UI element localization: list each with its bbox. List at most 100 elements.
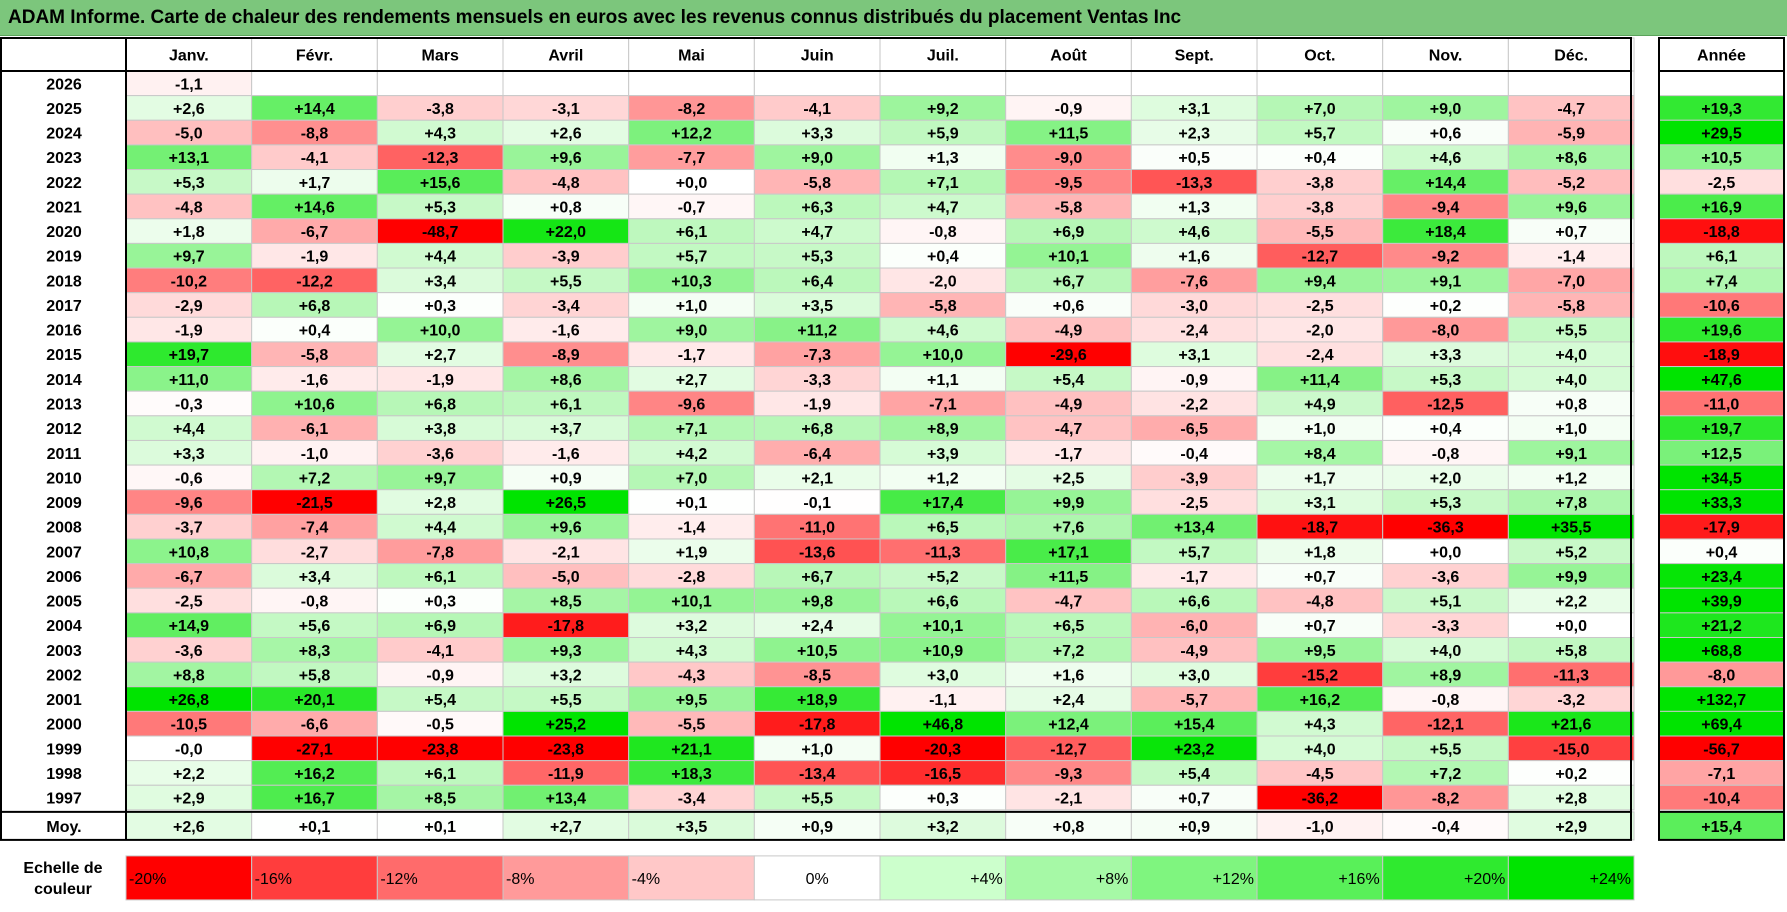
row-year-label: 2026 xyxy=(46,76,82,93)
heatmap-cell xyxy=(1256,710,1384,737)
cell-value: +0,8 xyxy=(1555,397,1587,414)
cell-value: +0,3 xyxy=(424,298,456,315)
cell-value: +6,9 xyxy=(424,618,456,635)
heatmap-cell xyxy=(125,242,253,269)
heatmap-cell xyxy=(879,119,1007,146)
cell-value: -10,5 xyxy=(171,717,208,734)
cell-value: +25,2 xyxy=(546,717,587,734)
color-scale-label: couleur xyxy=(34,881,92,898)
heatmap-cell xyxy=(1507,119,1635,146)
cell-value: +23,2 xyxy=(1174,741,1215,758)
row-year-label: 2009 xyxy=(46,495,82,512)
cell-value: +3,0 xyxy=(927,667,959,684)
cell-value: +6,6 xyxy=(1178,594,1210,611)
heatmap-cell xyxy=(753,267,881,294)
average-cell xyxy=(125,811,253,841)
cell-value: +3,0 xyxy=(1178,667,1210,684)
cell-value: -8,2 xyxy=(678,101,706,118)
cell-value: -1,7 xyxy=(1180,569,1208,586)
cell-value: +11,0 xyxy=(169,372,209,389)
heatmap-cell xyxy=(1256,169,1384,195)
row-year-label: 2022 xyxy=(46,175,82,192)
heatmap-cell xyxy=(251,267,378,294)
heatmap-cell xyxy=(1130,538,1258,565)
heatmap-cell xyxy=(879,439,1007,466)
annual-value: -7,1 xyxy=(1708,766,1736,783)
heatmap-cell xyxy=(879,563,1007,589)
cell-value: -5,8 xyxy=(803,175,831,192)
average-cell xyxy=(1005,811,1132,841)
cell-value: +1,0 xyxy=(676,298,708,315)
heatmap-cell xyxy=(1507,563,1635,589)
annual-value: -17,9 xyxy=(1703,520,1740,537)
cell-value: +5,4 xyxy=(1053,372,1085,389)
heatmap-cell xyxy=(376,95,504,121)
cell-value: +5,8 xyxy=(299,667,331,684)
cell-value: +9,9 xyxy=(1555,569,1587,586)
heatmap-cell xyxy=(251,784,378,811)
cell-value: -12,1 xyxy=(1427,717,1464,734)
heatmap-cell xyxy=(1256,415,1384,441)
cell-value: +9,1 xyxy=(1555,446,1587,463)
average-annual-value: +15,4 xyxy=(1701,819,1742,836)
annual-value: +16,9 xyxy=(1701,199,1742,216)
heatmap-cell xyxy=(251,636,378,663)
cell-value: -5,0 xyxy=(175,126,203,143)
cell-value: +2,8 xyxy=(1555,791,1587,808)
cell-value: -0,6 xyxy=(175,470,203,487)
heatmap-cell xyxy=(1382,193,1509,220)
cell-value: -2,5 xyxy=(175,594,203,611)
annual-cell xyxy=(1658,636,1785,663)
heatmap-cell xyxy=(376,119,504,146)
cell-value: +5,7 xyxy=(676,249,708,266)
cell-value: +0,6 xyxy=(1053,298,1085,315)
color-scale-step-label: -16% xyxy=(255,871,292,888)
annual-value: +34,5 xyxy=(1701,470,1742,487)
cell-value: +3,3 xyxy=(1430,347,1462,364)
heatmap-cell xyxy=(1256,784,1384,811)
cell-value: -0,1 xyxy=(803,495,831,512)
cell-value: +7,2 xyxy=(1430,766,1462,783)
heatmap-cell xyxy=(1005,538,1132,565)
cell-value: +9,6 xyxy=(550,150,582,167)
average-value: -1,0 xyxy=(1306,819,1334,836)
heatmap-cell xyxy=(1005,218,1132,244)
color-scale-swatch xyxy=(1382,855,1509,901)
cell-value: +6,1 xyxy=(424,766,456,783)
cell-value: +5,7 xyxy=(1304,126,1336,143)
cell-value: -1,9 xyxy=(175,323,203,340)
cell-value: +7,1 xyxy=(676,421,708,438)
cell-value: +0,2 xyxy=(1555,766,1587,783)
heatmap-cell xyxy=(879,242,1007,269)
heatmap-cell xyxy=(1130,119,1258,146)
cell-value: +3,9 xyxy=(927,446,959,463)
cell-value: +6,9 xyxy=(1053,224,1085,241)
heatmap-cell xyxy=(125,292,253,318)
cell-value: +6,7 xyxy=(801,569,833,586)
heatmap-cell xyxy=(753,686,881,712)
cell-value: -23,8 xyxy=(548,741,585,758)
heatmap-cell xyxy=(251,661,378,688)
cell-value: -7,8 xyxy=(426,544,454,561)
cell-value: +8,9 xyxy=(927,421,959,438)
cell-value: -0,3 xyxy=(175,397,203,414)
cell-value: -2,9 xyxy=(175,298,203,315)
cell-value: -7,0 xyxy=(1557,273,1585,290)
heatmap-cell xyxy=(628,489,755,515)
annual-value: -10,4 xyxy=(1703,791,1740,808)
heatmap-cell xyxy=(628,144,755,171)
heatmap-cell xyxy=(1507,415,1635,441)
cell-value: -3,8 xyxy=(1306,199,1334,216)
cell-value: +12,4 xyxy=(1048,717,1089,734)
cell-value: +11,4 xyxy=(1300,372,1340,389)
cell-value: +16,7 xyxy=(294,791,335,808)
column-header-cell xyxy=(125,37,253,72)
cell-value: -11,0 xyxy=(799,520,835,537)
heatmap-cell xyxy=(879,341,1007,368)
color-scale-step-label: -4% xyxy=(632,871,660,888)
cell-value: +1,9 xyxy=(676,544,708,561)
cell-value: +4,6 xyxy=(1178,224,1210,241)
heatmap-cell xyxy=(502,144,630,171)
cell-value: +5,6 xyxy=(299,618,331,635)
heatmap-cell xyxy=(879,144,1007,171)
